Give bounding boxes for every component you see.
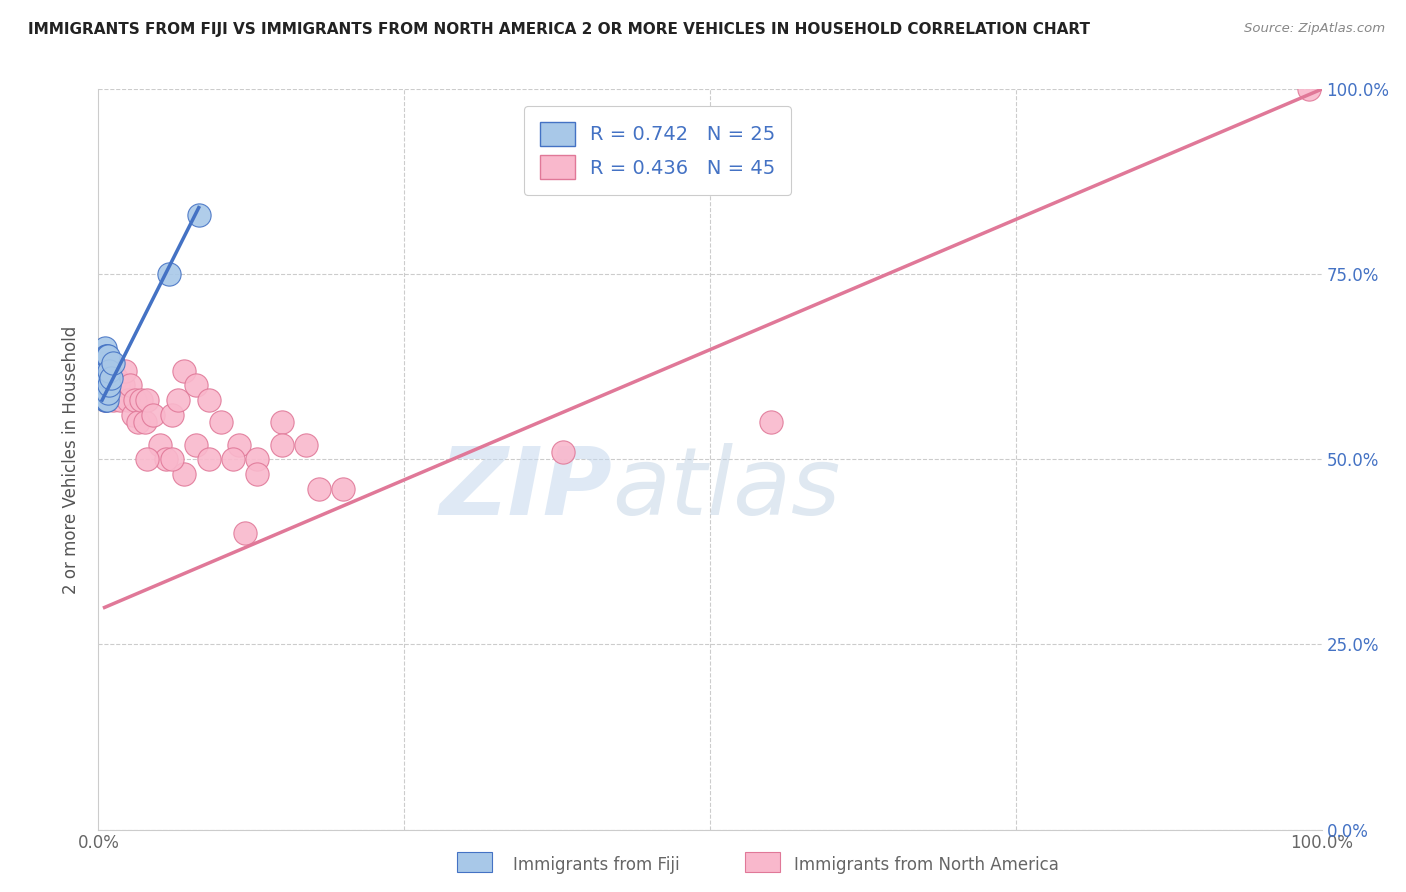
Point <box>332 482 354 496</box>
Legend: R = 0.742   N = 25, R = 0.436   N = 45: R = 0.742 N = 25, R = 0.436 N = 45 <box>524 106 792 194</box>
Text: Immigrants from Fiji: Immigrants from Fiji <box>513 856 681 874</box>
Point <box>114 363 136 377</box>
Point <box>160 452 183 467</box>
Point <box>186 378 208 392</box>
Point <box>233 526 256 541</box>
Point <box>553 445 575 459</box>
Text: Immigrants from North America: Immigrants from North America <box>794 856 1059 874</box>
Point <box>157 268 180 282</box>
Point <box>173 467 195 482</box>
Point <box>91 363 114 377</box>
Point <box>96 363 118 377</box>
Point <box>93 393 115 408</box>
Point <box>96 349 118 363</box>
Y-axis label: 2 or more Vehicles in Household: 2 or more Vehicles in Household <box>62 326 80 593</box>
Point <box>93 341 115 355</box>
Point <box>96 393 118 408</box>
Point <box>142 408 165 422</box>
Point <box>308 482 330 496</box>
Point <box>120 378 142 392</box>
Point <box>93 371 115 385</box>
Point <box>124 393 146 408</box>
Point <box>121 408 143 422</box>
Point <box>96 378 118 392</box>
Point <box>117 393 139 408</box>
Point <box>270 415 294 429</box>
Point <box>94 363 117 377</box>
Point <box>129 393 152 408</box>
Point <box>209 415 232 429</box>
Point <box>149 437 172 451</box>
Point <box>100 356 122 370</box>
Point <box>186 437 208 451</box>
Point <box>187 208 209 222</box>
Point <box>160 408 183 422</box>
Point <box>246 467 269 482</box>
Point <box>91 356 114 370</box>
Point <box>97 349 120 363</box>
Point <box>167 393 190 408</box>
Text: IMMIGRANTS FROM FIJI VS IMMIGRANTS FROM NORTH AMERICA 2 OR MORE VEHICLES IN HOUS: IMMIGRANTS FROM FIJI VS IMMIGRANTS FROM … <box>28 22 1090 37</box>
Point <box>98 378 121 392</box>
Point <box>97 371 120 385</box>
Point <box>101 356 124 370</box>
Point <box>107 378 129 392</box>
Text: Source: ZipAtlas.com: Source: ZipAtlas.com <box>1244 22 1385 36</box>
Point <box>98 363 121 377</box>
Point <box>228 437 250 451</box>
Point <box>134 415 156 429</box>
Point <box>97 385 120 400</box>
Point <box>111 378 134 392</box>
Point <box>1298 82 1320 96</box>
Point <box>295 437 318 451</box>
Point <box>136 393 159 408</box>
Point <box>197 452 219 467</box>
Point <box>197 393 219 408</box>
Point <box>100 371 122 385</box>
Text: ZIP: ZIP <box>439 443 612 535</box>
Point <box>222 452 245 467</box>
Point <box>104 371 127 385</box>
Point <box>94 349 117 363</box>
Point <box>93 356 115 370</box>
Point <box>101 393 124 408</box>
Point <box>91 378 114 392</box>
Point <box>761 415 783 429</box>
Point <box>96 378 118 392</box>
Point <box>127 415 149 429</box>
Point <box>136 452 159 467</box>
Point <box>93 393 115 408</box>
Point <box>155 452 177 467</box>
Point <box>110 393 132 408</box>
Point <box>173 363 195 377</box>
Point <box>91 378 114 392</box>
Point <box>94 393 117 408</box>
Text: atlas: atlas <box>612 443 841 534</box>
Point <box>97 363 120 377</box>
Point <box>270 437 294 451</box>
Point <box>94 378 117 392</box>
Point <box>246 452 269 467</box>
